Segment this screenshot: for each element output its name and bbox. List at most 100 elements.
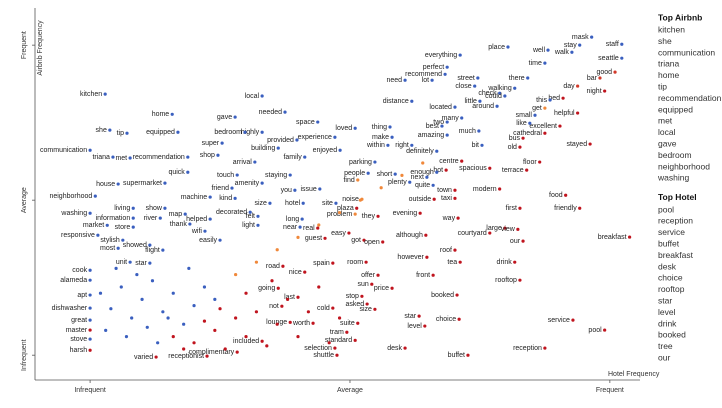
point	[358, 198, 362, 202]
point	[188, 222, 192, 226]
point	[488, 231, 492, 235]
point-label: got	[351, 237, 361, 244]
point	[154, 355, 158, 359]
point-label: much	[459, 128, 476, 135]
y-tick-label: Frequent	[21, 31, 28, 59]
point-label: touch	[217, 172, 234, 179]
point-label: reception	[513, 345, 542, 352]
list-term: gave	[658, 138, 677, 148]
point-label: easily	[199, 237, 217, 244]
point-label: everything	[425, 52, 457, 59]
point-label: kind	[219, 195, 232, 202]
point	[213, 297, 217, 301]
point	[365, 302, 369, 306]
point-label: stop	[346, 293, 359, 300]
point	[281, 264, 285, 268]
point	[327, 341, 331, 345]
point	[425, 175, 429, 179]
point-label: washing	[60, 210, 87, 217]
list-term: desk	[658, 261, 677, 271]
x-tick-label: Frequent	[596, 387, 624, 394]
point	[376, 273, 380, 277]
list-term: equipped	[658, 104, 693, 114]
point-label: river	[144, 215, 158, 222]
list-term: drink	[658, 318, 677, 328]
list-term: booked	[658, 330, 686, 340]
point-label: parking	[349, 159, 372, 166]
point-label: plaza	[337, 205, 354, 212]
point	[423, 324, 427, 328]
point-label: helpful	[554, 110, 575, 117]
point	[265, 344, 269, 348]
point	[543, 131, 547, 135]
point-label: night	[586, 88, 601, 95]
point	[334, 201, 338, 205]
point-label: issue	[300, 186, 316, 193]
point	[362, 238, 366, 242]
point	[370, 282, 374, 286]
point	[548, 98, 552, 102]
point-label: well	[532, 47, 546, 54]
point	[130, 316, 134, 320]
point	[295, 138, 299, 142]
list-term: neighborhood	[658, 161, 710, 171]
point-label: harsh	[70, 347, 88, 354]
point	[88, 211, 92, 215]
point-label: although	[396, 232, 423, 239]
point	[588, 142, 592, 146]
point	[460, 116, 464, 120]
point	[410, 143, 414, 147]
point-label: mask	[572, 34, 589, 41]
point	[590, 35, 594, 39]
list-term: choice	[658, 273, 683, 283]
point	[186, 170, 190, 174]
point-label: little	[464, 98, 477, 105]
point	[276, 286, 280, 290]
point	[323, 236, 327, 240]
point	[103, 92, 107, 96]
point	[88, 306, 92, 310]
point	[457, 317, 461, 321]
point	[570, 50, 574, 54]
point	[432, 197, 436, 201]
point-label: selection	[304, 345, 332, 352]
point	[525, 168, 529, 172]
point	[317, 223, 321, 227]
point-label: wifi	[191, 228, 203, 235]
point	[283, 110, 287, 114]
point-label: bus	[509, 135, 521, 142]
point-label: roof	[440, 247, 452, 254]
point-label: near	[283, 224, 298, 231]
y-tick-label: Infrequent	[21, 339, 28, 371]
point	[613, 70, 617, 74]
point-label: offer	[361, 272, 376, 279]
point-label: quick	[168, 169, 185, 176]
point-label: flight	[145, 247, 160, 254]
point	[88, 148, 92, 152]
point	[345, 330, 349, 334]
point-label: courtyard	[458, 230, 487, 237]
point	[440, 124, 444, 128]
point	[248, 210, 252, 214]
point	[418, 211, 422, 215]
point-label: centre	[439, 158, 459, 165]
point-label: quite	[415, 182, 430, 189]
list-term: washing	[657, 173, 689, 183]
point	[410, 99, 414, 103]
point	[205, 354, 209, 358]
point	[564, 193, 568, 197]
point	[386, 143, 390, 147]
point	[503, 94, 507, 98]
point-label: she	[96, 127, 107, 134]
list-term: triana	[658, 59, 680, 69]
point	[543, 61, 547, 65]
point-label: friendly	[554, 205, 577, 212]
point-label: great	[71, 317, 87, 324]
point	[140, 297, 144, 301]
point-label: floor	[523, 159, 537, 166]
point-label: loved	[335, 125, 352, 132]
point-label: there	[509, 75, 525, 82]
point-label: front	[416, 272, 430, 279]
point-label: not	[269, 303, 279, 310]
point-label: tea	[447, 259, 457, 266]
